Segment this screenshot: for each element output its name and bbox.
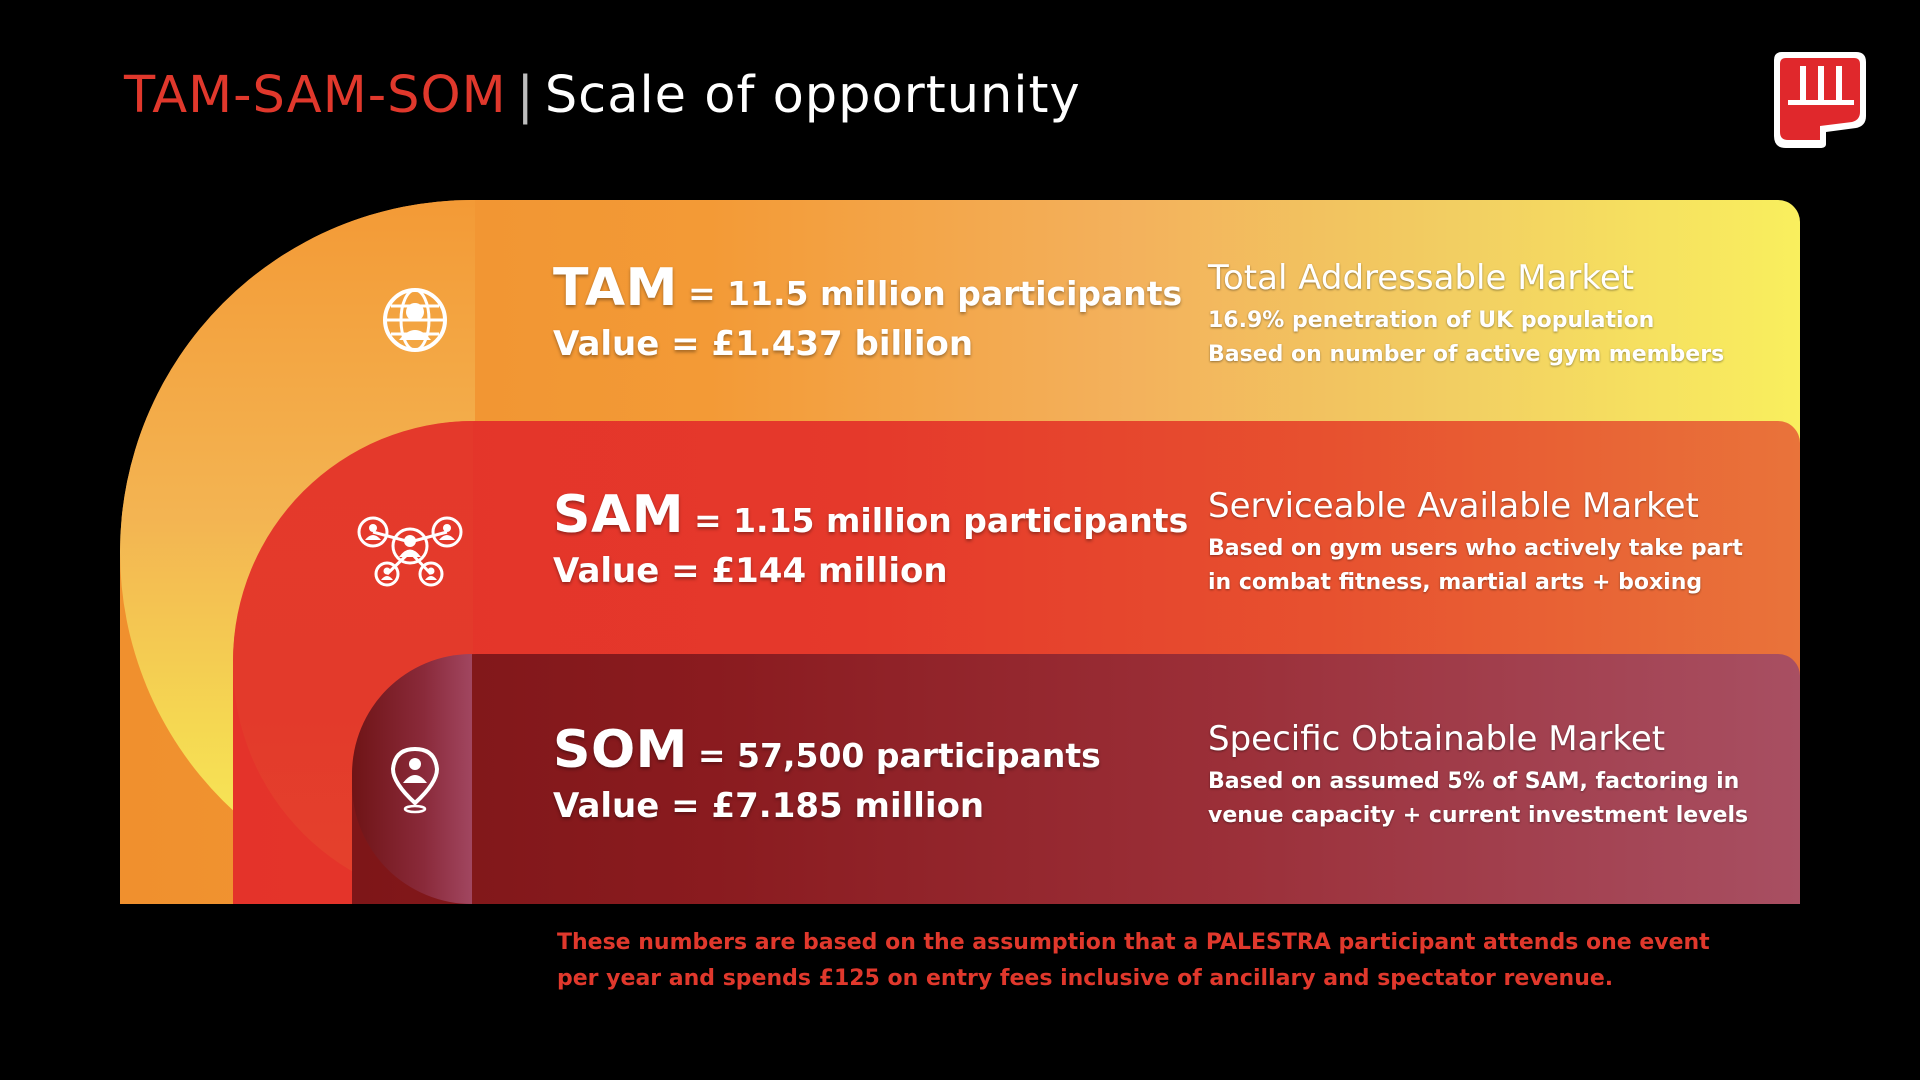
- footnote-line: per year and spends £125 on entry fees i…: [557, 966, 1614, 991]
- tam-desc-line: 16.9% penetration of UK population: [1208, 308, 1655, 333]
- som-count: = 57,500 participants: [697, 736, 1101, 775]
- tam-abbr: TAM: [553, 258, 678, 318]
- tam-value: Value = £1.437 billion: [553, 324, 974, 364]
- tam-description: Total Addressable Market 16.9% penetrati…: [1208, 258, 1724, 372]
- palestra-fist-logo-icon: [1764, 46, 1874, 152]
- title-prefix: TAM-SAM-SOM: [124, 66, 507, 125]
- tam-metric: TAM = 11.5 million participants Value = £…: [553, 258, 1182, 364]
- tam-desc-line: Based on number of active gym members: [1208, 342, 1725, 367]
- som-band: [352, 654, 1800, 904]
- global-network-icon: [377, 282, 453, 358]
- som-desc-line: venue capacity + current investment leve…: [1208, 803, 1749, 828]
- sam-count: = 1.15 million participants: [693, 501, 1189, 540]
- assumption-footnote: These numbers are based on the assumptio…: [557, 925, 1737, 997]
- som-description: Specific Obtainable Market Based on assu…: [1208, 719, 1748, 833]
- sam-desc-line: Based on gym users who actively take par…: [1208, 536, 1743, 561]
- som-abbr: SOM: [553, 720, 688, 780]
- som-metric: SOM = 57,500 participants Value = £7.185 …: [553, 720, 1101, 826]
- tam-desc-title: Total Addressable Market: [1208, 258, 1635, 298]
- som-desc-title: Specific Obtainable Market: [1208, 719, 1666, 759]
- location-person-icon: [385, 745, 445, 815]
- som-desc-line: Based on assumed 5% of SAM, factoring in: [1208, 769, 1740, 794]
- som-value: Value = £7.185 million: [553, 786, 985, 826]
- title-separator: |: [516, 66, 535, 125]
- people-network-icon: [355, 512, 465, 588]
- page-title: TAM-SAM-SOM | Scale of opportunity: [124, 66, 1081, 125]
- sam-description: Serviceable Available Market Based on gy…: [1208, 486, 1743, 600]
- sam-desc-title: Serviceable Available Market: [1208, 486, 1699, 526]
- sam-metric: SAM = 1.15 million participants Value = £…: [553, 485, 1188, 591]
- sam-value: Value = £144 million: [553, 551, 948, 591]
- tam-count: = 11.5 million participants: [687, 274, 1183, 313]
- footnote-line: These numbers are based on the assumptio…: [557, 930, 1710, 955]
- sam-desc-line: in combat fitness, martial arts + boxing: [1208, 570, 1703, 595]
- title-main: Scale of opportunity: [544, 66, 1081, 125]
- sam-abbr: SAM: [553, 485, 684, 545]
